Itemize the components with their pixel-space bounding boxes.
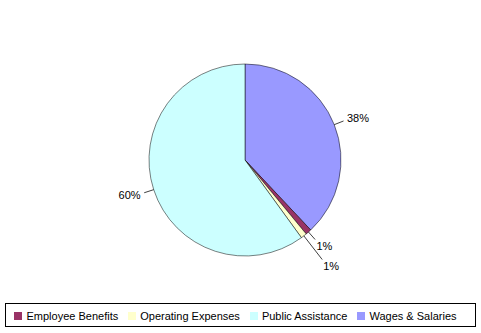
svg-text:1%: 1% [316, 240, 332, 252]
svg-text:1%: 1% [323, 260, 339, 272]
html-text:Operating Expenses: Operating Expenses [140, 310, 240, 322]
svg-text:60%: 60% [119, 189, 141, 201]
html-text:Public Assistance: Public Assistance [261, 310, 348, 322]
svg-text:38%: 38% [347, 112, 369, 124]
html-text:Wages & Salaries: Wages & Salaries [369, 310, 457, 322]
html-text:Employee Benefits: Employee Benefits [26, 310, 119, 322]
